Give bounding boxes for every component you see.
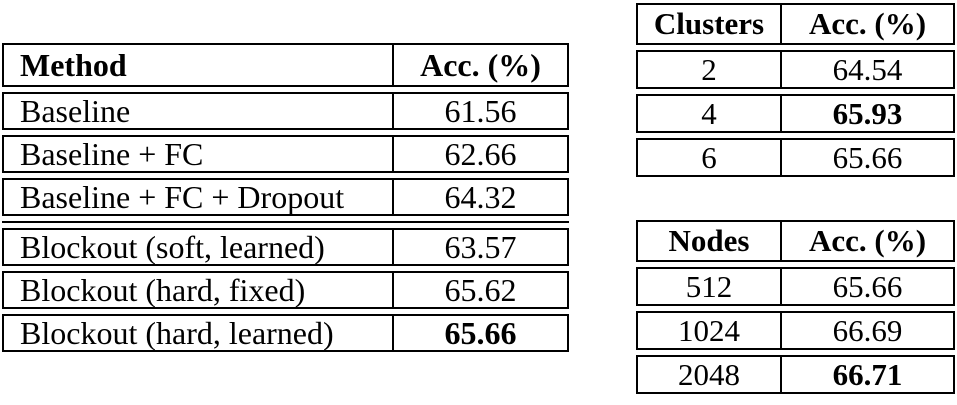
accuracy-value: 64.32 bbox=[444, 180, 517, 214]
accuracy-value: 65.93 bbox=[832, 96, 903, 131]
table-row: 1024 66.69 bbox=[636, 311, 955, 350]
accuracy-value: 65.62 bbox=[444, 273, 517, 307]
table-row: Blockout (soft, learned) 63.57 bbox=[2, 228, 569, 266]
row-label: 512 bbox=[638, 269, 782, 304]
table-row: Baseline + FC 62.66 bbox=[2, 135, 569, 173]
row-label: 2 bbox=[638, 52, 782, 87]
row-label: Baseline + FC + Dropout bbox=[4, 180, 394, 214]
clusters-table: Clusters Acc. (%) 2 64.54 4 65.93 6 65.66 bbox=[636, 3, 955, 177]
table-row: Baseline + FC + Dropout 64.32 bbox=[2, 178, 569, 216]
accuracy-column-header: Acc. (%) bbox=[420, 46, 541, 83]
accuracy-value: 64.54 bbox=[832, 52, 903, 87]
table-row: 2 64.54 bbox=[636, 50, 955, 89]
table-row: Blockout (hard, fixed) 65.62 bbox=[2, 271, 569, 309]
row-label: 2048 bbox=[638, 357, 782, 392]
table-row: Blockout (hard, learned) 65.66 bbox=[2, 314, 569, 352]
accuracy-value: 66.69 bbox=[832, 313, 903, 348]
table-header-row: Nodes Acc. (%) bbox=[636, 220, 955, 262]
accuracy-value: 62.66 bbox=[444, 137, 517, 171]
method-column-header: Method bbox=[4, 45, 394, 85]
row-label: 4 bbox=[638, 96, 782, 131]
accuracy-value: 65.66 bbox=[444, 316, 517, 350]
accuracy-column-header: Acc. (%) bbox=[808, 223, 927, 258]
row-label: Baseline bbox=[4, 94, 394, 128]
accuracy-value: 65.66 bbox=[832, 140, 903, 175]
table-row: 6 65.66 bbox=[636, 138, 955, 177]
row-label: 6 bbox=[638, 140, 782, 175]
accuracy-value: 66.71 bbox=[832, 357, 903, 392]
nodes-column-header: Nodes bbox=[638, 222, 782, 260]
accuracy-value: 61.56 bbox=[444, 94, 517, 128]
row-label: Blockout (soft, learned) bbox=[4, 230, 394, 264]
method-table: Method Acc. (%) Baseline 61.56 Baseline + FC… bbox=[2, 43, 569, 352]
row-label: Blockout (hard, learned) bbox=[4, 316, 394, 350]
table-row: 512 65.66 bbox=[636, 267, 955, 306]
accuracy-column-header: Acc. (%) bbox=[808, 6, 927, 41]
table-header-row: Method Acc. (%) bbox=[2, 43, 569, 87]
accuracy-value: 65.66 bbox=[832, 269, 903, 304]
table-row: 4 65.93 bbox=[636, 94, 955, 133]
table-row: Baseline 61.56 bbox=[2, 92, 569, 130]
clusters-column-header: Clusters bbox=[638, 5, 782, 43]
row-label: Baseline + FC bbox=[4, 137, 394, 171]
table-row: 2048 66.71 bbox=[636, 355, 955, 394]
group-separator bbox=[2, 221, 569, 223]
table-header-row: Clusters Acc. (%) bbox=[636, 3, 955, 45]
row-label: Blockout (hard, fixed) bbox=[4, 273, 394, 307]
row-label: 1024 bbox=[638, 313, 782, 348]
nodes-table: Nodes Acc. (%) 512 65.66 1024 66.69 2048 66.71 bbox=[636, 220, 955, 394]
accuracy-value: 63.57 bbox=[444, 230, 517, 264]
